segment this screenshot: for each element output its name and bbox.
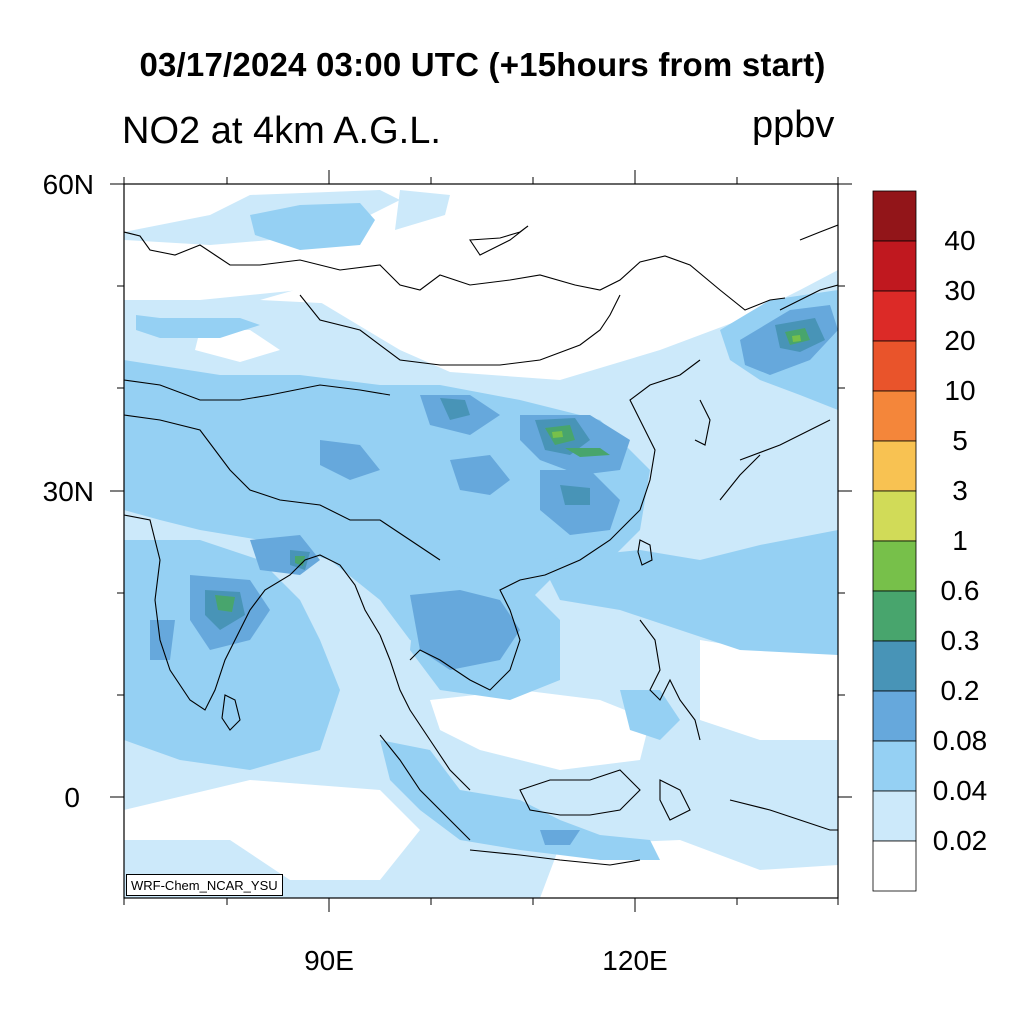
colorbar-label: 3 bbox=[952, 475, 968, 506]
colorbar-label: 20 bbox=[944, 325, 976, 356]
colorbar-box bbox=[872, 290, 917, 342]
lon-label-120e: 120E bbox=[602, 945, 668, 976]
axis-ticks bbox=[110, 170, 852, 912]
colorbar-box bbox=[872, 590, 917, 642]
colorbar-label: 0.02 bbox=[932, 825, 988, 856]
colorbar-box bbox=[872, 340, 917, 392]
units-label: ppbv bbox=[752, 104, 835, 146]
colorbar-label: 0.2 bbox=[940, 675, 980, 706]
colorbar-box bbox=[872, 490, 917, 542]
colorbar-box bbox=[872, 740, 917, 792]
colorbar-box bbox=[872, 690, 917, 742]
coastlines-and-borders bbox=[124, 224, 838, 866]
map-frame bbox=[123, 183, 839, 899]
colorbar bbox=[872, 190, 917, 892]
colorbar-box bbox=[872, 540, 917, 592]
colorbar-box bbox=[872, 790, 917, 842]
lat-label-equator: 0 bbox=[64, 782, 80, 813]
colorbar-box bbox=[872, 240, 917, 292]
colorbar-label: 0.04 bbox=[932, 775, 988, 806]
colorbar-label: 0.6 bbox=[940, 575, 980, 606]
lat-label-60n: 60N bbox=[42, 169, 94, 200]
contour-level-0.04 bbox=[124, 203, 838, 860]
colorbar-box bbox=[872, 440, 917, 492]
colorbar-label: 40 bbox=[944, 225, 976, 256]
colorbar-label: 1 bbox=[952, 525, 968, 556]
model-tag: WRF-Chem_NCAR_YSU bbox=[126, 874, 283, 896]
colorbar-box bbox=[872, 390, 917, 442]
contour-level-0.6 bbox=[552, 335, 801, 438]
colorbar-label: 0.08 bbox=[932, 725, 988, 756]
colorbar-label: 5 bbox=[952, 425, 968, 456]
variable-subtitle: NO2 at 4km A.G.L. bbox=[122, 110, 441, 152]
lon-label-90e: 90E bbox=[304, 945, 354, 976]
no2-concentration-field bbox=[124, 184, 838, 898]
colorbar-label: 0.3 bbox=[940, 625, 980, 656]
map-title: 03/17/2024 03:00 UTC (+15hours from star… bbox=[139, 46, 826, 83]
colorbar-box bbox=[872, 190, 917, 242]
colorbar-box bbox=[872, 640, 917, 692]
colorbar-label: 10 bbox=[944, 375, 976, 406]
lat-label-30n: 30N bbox=[42, 476, 94, 507]
colorbar-label: 30 bbox=[944, 275, 976, 306]
colorbar-box bbox=[872, 840, 917, 892]
